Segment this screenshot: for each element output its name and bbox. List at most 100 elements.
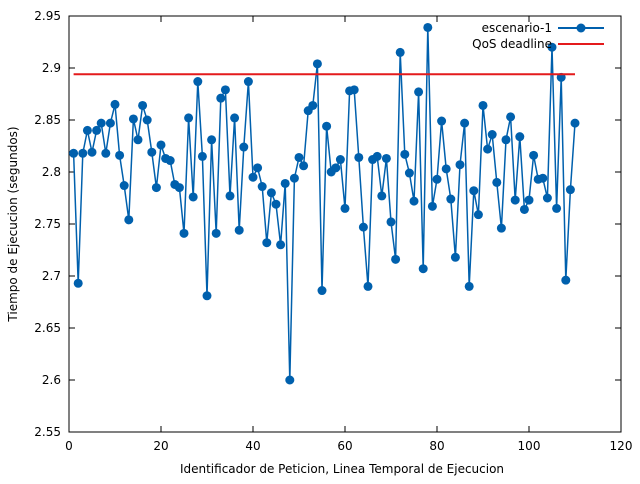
- data-point: [349, 85, 359, 95]
- data-point: [519, 204, 529, 214]
- data-point: [202, 291, 212, 301]
- data-point: [239, 142, 249, 152]
- data-point: [193, 77, 203, 87]
- data-point: [142, 115, 152, 125]
- data-point: [115, 150, 125, 160]
- legend-label: QoS deadline: [472, 37, 552, 51]
- x-tick-label: 120: [610, 439, 633, 453]
- x-tick-label: 100: [518, 439, 541, 453]
- data-point: [455, 160, 465, 170]
- data-point: [524, 195, 534, 205]
- data-point: [441, 164, 451, 174]
- data-point: [478, 100, 488, 110]
- data-point: [335, 155, 345, 165]
- data-point: [73, 278, 83, 288]
- data-point: [138, 100, 148, 110]
- plot-border: [68, 15, 622, 433]
- data-point: [216, 93, 226, 103]
- data-point: [432, 174, 442, 184]
- data-point: [266, 188, 276, 198]
- data-point: [418, 264, 428, 274]
- data-point: [211, 228, 221, 238]
- data-point: [400, 149, 410, 159]
- data-point: [547, 42, 557, 52]
- y-tick-label: 2.7: [42, 269, 61, 283]
- data-point: [496, 223, 506, 233]
- data-point: [128, 114, 138, 124]
- data-point: [230, 113, 240, 123]
- data-point: [464, 281, 474, 291]
- data-point: [69, 148, 79, 158]
- data-point: [570, 118, 580, 128]
- data-point: [317, 286, 327, 296]
- data-point: [529, 150, 539, 160]
- data-point: [391, 254, 401, 264]
- data-point: [423, 22, 433, 32]
- data-point: [506, 112, 516, 122]
- y-tick-label: 2.8: [42, 165, 61, 179]
- data-point: [331, 163, 341, 173]
- y-axis-label: Tiempo de Ejecucion (segundos): [6, 126, 20, 322]
- x-tick-label: 80: [429, 439, 444, 453]
- data-point: [78, 148, 88, 158]
- data-point: [483, 144, 493, 154]
- legend-marker: [576, 23, 586, 33]
- data-point: [165, 156, 175, 166]
- data-point: [253, 163, 263, 173]
- data-point: [561, 275, 571, 285]
- data-point: [276, 240, 286, 250]
- data-point: [156, 140, 166, 150]
- data-point: [308, 100, 318, 110]
- data-point: [96, 118, 106, 128]
- data-point: [82, 125, 92, 135]
- data-point: [92, 125, 102, 135]
- data-point: [460, 118, 470, 128]
- data-point: [225, 191, 235, 201]
- y-tick-label: 2.55: [34, 425, 61, 439]
- data-point: [446, 194, 456, 204]
- data-point: [101, 148, 111, 158]
- data-point: [358, 222, 368, 232]
- data-point: [437, 116, 447, 126]
- y-tick-label: 2.95: [34, 9, 61, 23]
- data-point: [133, 135, 143, 145]
- data-point: [386, 217, 396, 227]
- data-point: [515, 132, 525, 142]
- data-point: [248, 172, 258, 182]
- data-point: [565, 185, 575, 195]
- data-point: [377, 191, 387, 201]
- x-tick-label: 60: [337, 439, 352, 453]
- data-point: [285, 375, 295, 385]
- data-point: [473, 210, 483, 220]
- x-tick-label: 40: [245, 439, 260, 453]
- data-point: [414, 87, 424, 97]
- data-point: [294, 152, 304, 162]
- data-point: [395, 47, 405, 57]
- data-point: [179, 228, 189, 238]
- data-point: [151, 183, 161, 193]
- data-point: [271, 199, 281, 209]
- data-point: [510, 195, 520, 205]
- data-point: [538, 173, 548, 183]
- data-point: [340, 203, 350, 213]
- data-point: [322, 121, 332, 131]
- data-point: [404, 168, 414, 178]
- data-point: [450, 252, 460, 262]
- y-tick-label: 2.9: [42, 61, 61, 75]
- data-point: [87, 147, 97, 157]
- data-point: [110, 99, 120, 109]
- data-point: [381, 153, 391, 163]
- data-point: [207, 135, 217, 145]
- data-point: [427, 201, 437, 211]
- data-point: [257, 182, 267, 192]
- data-point: [312, 59, 322, 69]
- data-point: [542, 193, 552, 203]
- data-point: [372, 151, 382, 161]
- y-tick-label: 2.65: [34, 321, 61, 335]
- data-point: [147, 147, 157, 157]
- data-point: [552, 203, 562, 213]
- data-point: [234, 225, 244, 235]
- data-point: [354, 152, 364, 162]
